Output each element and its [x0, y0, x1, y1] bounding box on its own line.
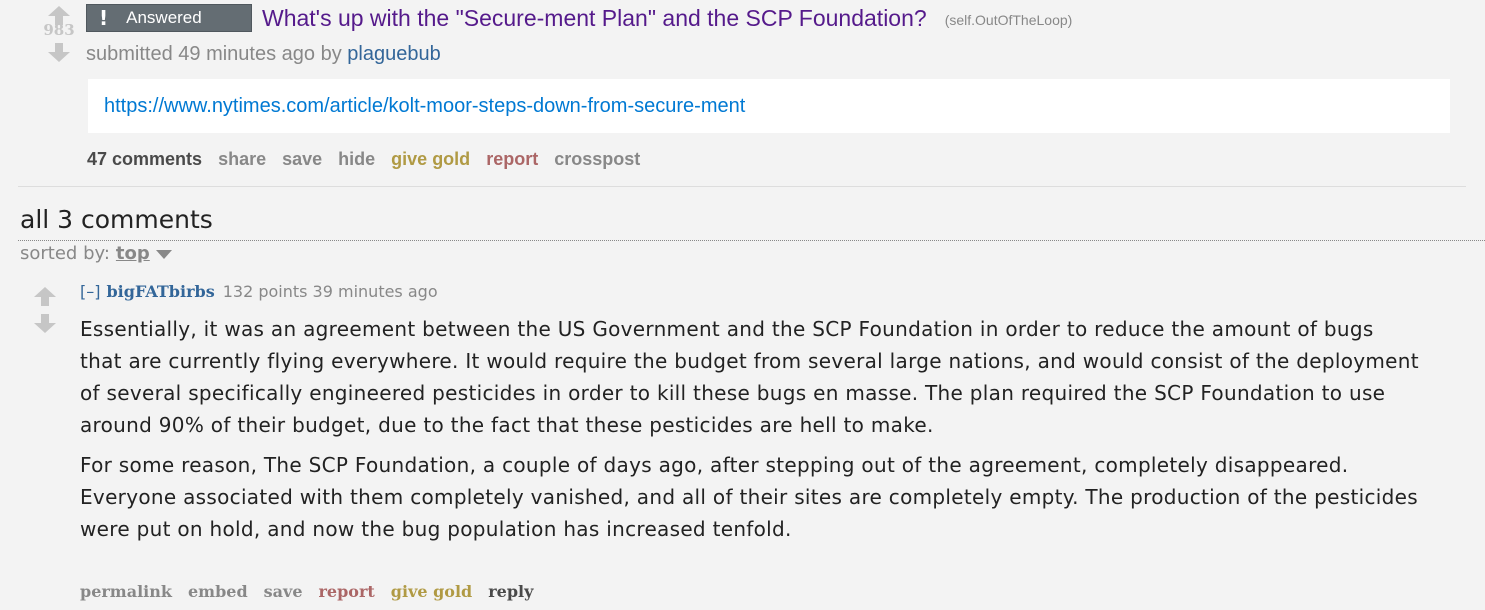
upvote-arrow-icon[interactable] — [48, 6, 70, 25]
comment-upvote-arrow-icon[interactable] — [34, 287, 56, 306]
comment-meta: 132 points 39 minutes ago — [222, 282, 438, 301]
sort-menu: sorted by: top — [20, 243, 172, 264]
hide-button[interactable]: hide — [338, 149, 376, 169]
permalink-button[interactable]: permalink — [80, 582, 172, 601]
comment-report-button[interactable]: report — [318, 582, 375, 601]
embed-button[interactable]: embed — [187, 582, 248, 601]
comments-panel-title: all 3 comments — [20, 205, 213, 234]
comment-paragraph: For some reason, The SCP Foundation, a c… — [80, 453, 1418, 541]
share-button[interactable]: share — [218, 149, 267, 169]
divider — [18, 186, 1466, 187]
comment-vote-column — [32, 287, 58, 333]
post-domain[interactable]: (self.OutOfTheLoop) — [944, 12, 1073, 28]
post-vote-column: 983 — [40, 6, 78, 62]
save-button[interactable]: save — [282, 149, 323, 169]
report-button[interactable]: report — [486, 149, 539, 169]
sort-dropdown[interactable]: top — [115, 243, 150, 264]
post-score: 983 — [43, 21, 75, 39]
tagline-prefix: submitted 49 minutes ago by — [86, 43, 348, 65]
comment-paragraph: Essentially, it was an agreement between… — [80, 317, 1419, 437]
collapse-toggle[interactable]: [–] — [80, 282, 101, 301]
comment-save-button[interactable]: save — [263, 582, 303, 601]
give-gold-button[interactable]: give gold — [391, 149, 471, 169]
crosspost-button[interactable]: crosspost — [554, 149, 641, 169]
sort-label: sorted by: — [20, 243, 110, 264]
comment-tagline: [–] bigFATbirbs 132 points 39 minutes ago — [80, 282, 438, 301]
exclamation-icon: ! — [99, 6, 109, 30]
flair-label: Answered — [126, 8, 202, 27]
comment-author-link[interactable]: bigFATbirbs — [106, 282, 215, 301]
dotted-divider — [18, 240, 1485, 241]
post-url-link[interactable]: https://www.nytimes.com/article/kolt-moo… — [104, 94, 746, 117]
comment-buttons: permalink embed save report give gold re… — [80, 582, 549, 601]
comments-button[interactable]: 47 comments — [87, 149, 203, 169]
downvote-arrow-icon[interactable] — [48, 43, 70, 62]
post-title[interactable]: What's up with the "Secure-ment Plan" an… — [262, 4, 927, 31]
post-buttons: 47 comments share save hide give gold re… — [87, 149, 656, 170]
comment-body: Essentially, it was an agreement between… — [80, 313, 1420, 545]
post-title-row: ! Answered What's up with the "Secure-me… — [86, 4, 1072, 32]
chevron-down-icon[interactable] — [155, 250, 172, 259]
comment-give-gold-button[interactable]: give gold — [390, 582, 473, 601]
post-expando: https://www.nytimes.com/article/kolt-moo… — [88, 79, 1450, 133]
post-author-link[interactable]: plaguebub — [347, 43, 441, 65]
reply-button[interactable]: reply — [488, 582, 534, 601]
flair-badge: ! Answered — [86, 4, 252, 32]
post-tagline: submitted 49 minutes ago by plaguebub — [86, 43, 441, 66]
comment-downvote-arrow-icon[interactable] — [34, 314, 56, 333]
